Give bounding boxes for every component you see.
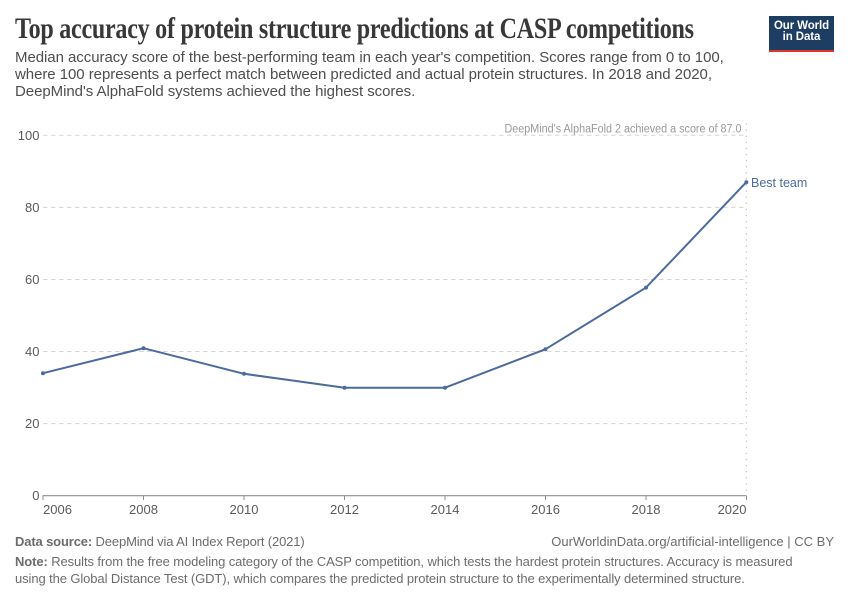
svg-text:100: 100 <box>18 128 40 143</box>
svg-text:0: 0 <box>32 488 39 503</box>
svg-text:20: 20 <box>25 416 39 431</box>
svg-text:2020: 2020 <box>718 502 747 517</box>
svg-text:2010: 2010 <box>230 502 259 517</box>
svg-text:DeepMind's AlphaFold 2 achieve: DeepMind's AlphaFold 2 achieved a score … <box>505 124 742 136</box>
svg-text:2006: 2006 <box>43 502 72 517</box>
svg-text:80: 80 <box>25 200 39 215</box>
svg-text:2012: 2012 <box>330 502 359 517</box>
svg-text:60: 60 <box>25 272 39 287</box>
svg-text:40: 40 <box>25 344 39 359</box>
svg-text:2018: 2018 <box>632 502 661 517</box>
svg-text:2008: 2008 <box>129 502 158 517</box>
svg-text:2014: 2014 <box>431 502 460 517</box>
svg-text:2016: 2016 <box>531 502 560 517</box>
svg-text:Best team: Best team <box>751 176 807 190</box>
